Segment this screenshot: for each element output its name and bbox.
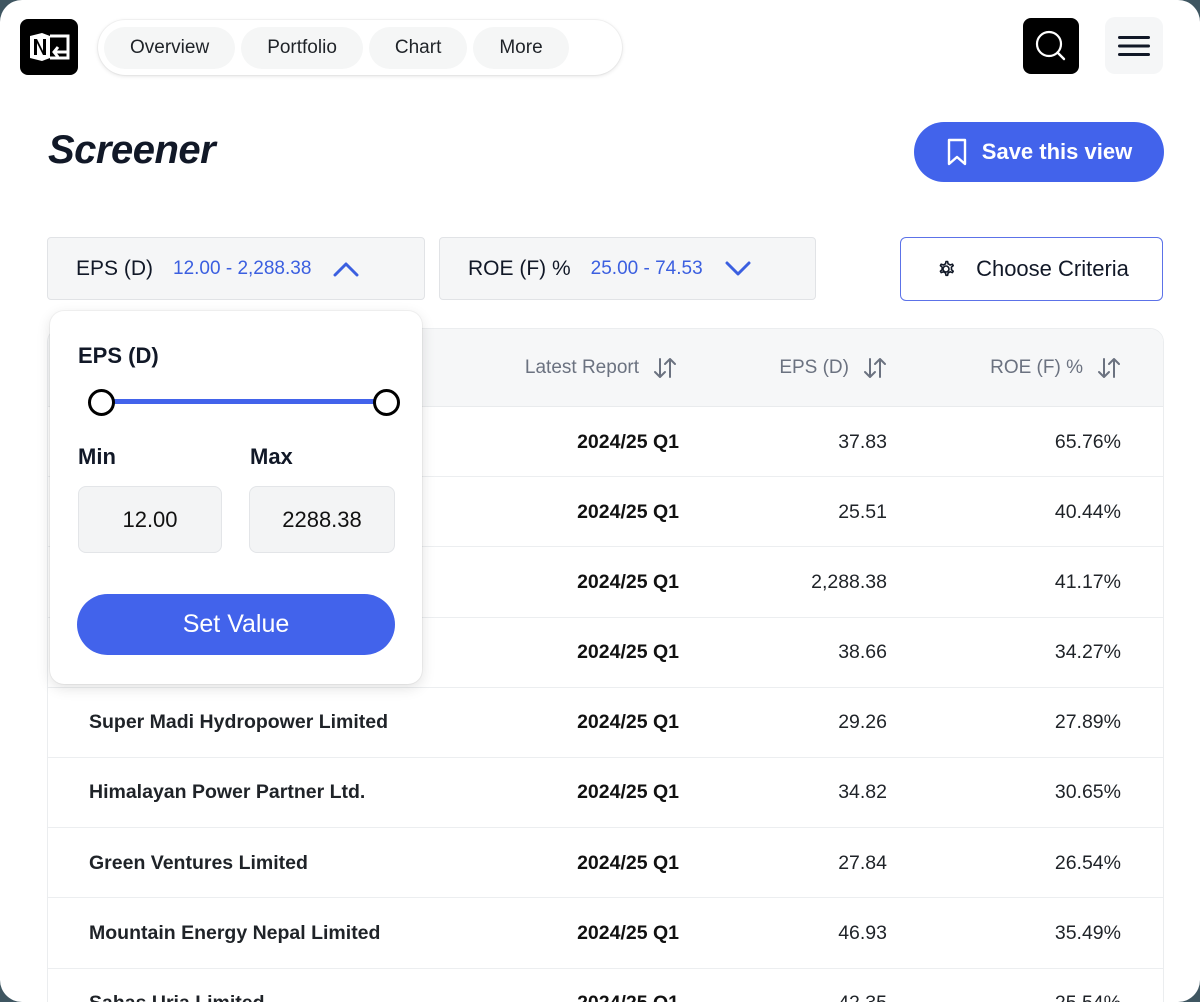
choose-criteria-button[interactable]: Choose Criteria <box>900 237 1163 301</box>
nav-overview[interactable]: Overview <box>104 26 236 69</box>
chevron-down-icon <box>725 261 751 275</box>
latest-report: 2024/25 Q1 <box>577 781 679 804</box>
eps-range-slider[interactable] <box>88 389 400 416</box>
gear-icon <box>939 260 955 277</box>
sort-icon <box>864 358 886 378</box>
latest-report: 2024/25 Q1 <box>577 430 679 453</box>
roe-value: 35.49% <box>1054 921 1121 944</box>
nav-portfolio[interactable]: Portfolio <box>241 26 363 69</box>
roe-value: 34.27% <box>1054 641 1121 664</box>
table-row[interactable]: 2024/25 Q1 37.83 65.76% <box>48 407 1163 478</box>
eps-value: 29.26 <box>838 711 887 734</box>
company-name[interactable]: Mountain Energy Nepal Limited <box>89 921 381 944</box>
popover-title: EPS (D) <box>78 343 159 368</box>
save-view-button[interactable]: Save this view <box>914 122 1164 182</box>
nav-more[interactable]: More <box>473 26 569 69</box>
table-row[interactable]: 2024/25 Q1 2,288.38 41.17% <box>48 547 1163 618</box>
company-name[interactable]: Super Madi Hydropower Limited <box>89 711 389 734</box>
filter-roe[interactable]: ROE (F) % 25.00 - 74.53 <box>439 237 816 300</box>
slider-min-handle[interactable] <box>88 389 115 416</box>
roe-value: 26.54% <box>1054 851 1121 874</box>
search-button[interactable] <box>1023 18 1079 74</box>
latest-report: 2024/25 Q1 <box>577 500 679 523</box>
main-nav: Overview Portfolio Chart More <box>98 20 622 75</box>
save-view-label: Save this view <box>981 139 1133 164</box>
eps-value: 25.51 <box>838 500 887 523</box>
search-icon <box>1035 30 1066 61</box>
choose-criteria-label: Choose Criteria <box>976 256 1129 281</box>
table-row[interactable]: 2024/25 Q1 25.51 40.44% <box>48 477 1163 548</box>
filter-eps[interactable]: EPS (D) 12.00 - 2,288.38 <box>47 237 425 300</box>
filter-eps-range: 12.00 - 2,288.38 <box>173 257 312 279</box>
roe-value: 30.65% <box>1054 781 1121 804</box>
menu-button[interactable] <box>1105 17 1163 74</box>
roe-value: 65.76% <box>1054 430 1121 453</box>
chevron-up-icon <box>333 262 359 276</box>
eps-value: 27.84 <box>838 851 887 874</box>
eps-value: 42.35 <box>838 969 887 1002</box>
table-row[interactable]: Himalayan Power Partner Ltd. 2024/25 Q1 … <box>48 758 1163 829</box>
column-header-roe[interactable]: ROE (F) % <box>990 329 1121 407</box>
table-row[interactable]: Green Ventures Limited 2024/25 Q1 27.84 … <box>48 828 1163 899</box>
min-label: Min <box>78 444 116 469</box>
eps-value: 37.83 <box>838 430 887 453</box>
column-label: Latest Report <box>524 357 639 378</box>
column-label: ROE (F) % <box>990 357 1083 378</box>
bookmark-icon <box>947 138 966 166</box>
filter-roe-label: ROE (F) % <box>468 256 571 280</box>
roe-value: 25.54% <box>1055 969 1121 1002</box>
table-row[interactable]: Super Madi Hydropower Limited 2024/25 Q1… <box>48 688 1163 758</box>
table-row[interactable]: Mountain Energy Nepal Limited 2024/25 Q1… <box>48 898 1163 969</box>
eps-filter-popover: EPS (D) Min Max Set Value <box>50 311 422 684</box>
latest-report: 2024/25 Q1 <box>577 921 679 944</box>
roe-value: 27.89% <box>1054 711 1121 734</box>
latest-report: 2024/25 Q1 <box>577 711 679 734</box>
table-row[interactable]: Sahas Urja Limited 2024/25 Q1 42.35 25.5… <box>48 969 1163 1002</box>
column-label: EPS (D) <box>779 357 849 378</box>
sort-icon <box>1098 358 1120 378</box>
eps-value: 34.82 <box>838 781 887 804</box>
company-name[interactable]: Sahas Urja Limited <box>89 969 265 1002</box>
filter-roe-range: 25.00 - 74.53 <box>590 257 703 279</box>
max-input[interactable] <box>249 486 395 553</box>
max-label: Max <box>250 444 293 469</box>
company-name[interactable]: Green Ventures Limited <box>89 851 308 874</box>
latest-report: 2024/25 Q1 <box>577 851 679 874</box>
eps-value: 2,288.38 <box>811 570 887 593</box>
eps-value: 38.66 <box>838 641 887 664</box>
logo[interactable] <box>20 19 78 75</box>
latest-report: 2024/25 Q1 <box>577 570 679 593</box>
slider-track <box>100 399 388 404</box>
nav-chart[interactable]: Chart <box>368 26 468 69</box>
column-header-latest-report[interactable]: Latest Report <box>525 329 677 407</box>
page-title: Screener <box>48 128 216 172</box>
table-row[interactable]: 2024/25 Q1 38.66 34.27% <box>48 618 1163 688</box>
hamburger-menu-icon <box>1118 35 1150 56</box>
filter-eps-label: EPS (D) <box>76 256 154 280</box>
logo-icon <box>30 33 70 61</box>
set-value-button[interactable]: Set Value <box>77 594 395 655</box>
eps-value: 46.93 <box>838 921 887 944</box>
roe-value: 41.17% <box>1054 570 1121 593</box>
latest-report: 2024/25 Q1 <box>577 969 679 1002</box>
sort-icon <box>654 358 676 378</box>
roe-value: 40.44% <box>1054 500 1121 523</box>
latest-report: 2024/25 Q1 <box>577 641 679 664</box>
column-header-eps[interactable]: EPS (D) <box>779 329 887 407</box>
company-name[interactable]: Himalayan Power Partner Ltd. <box>89 781 366 804</box>
min-input[interactable] <box>78 486 222 553</box>
slider-max-handle[interactable] <box>373 389 400 416</box>
